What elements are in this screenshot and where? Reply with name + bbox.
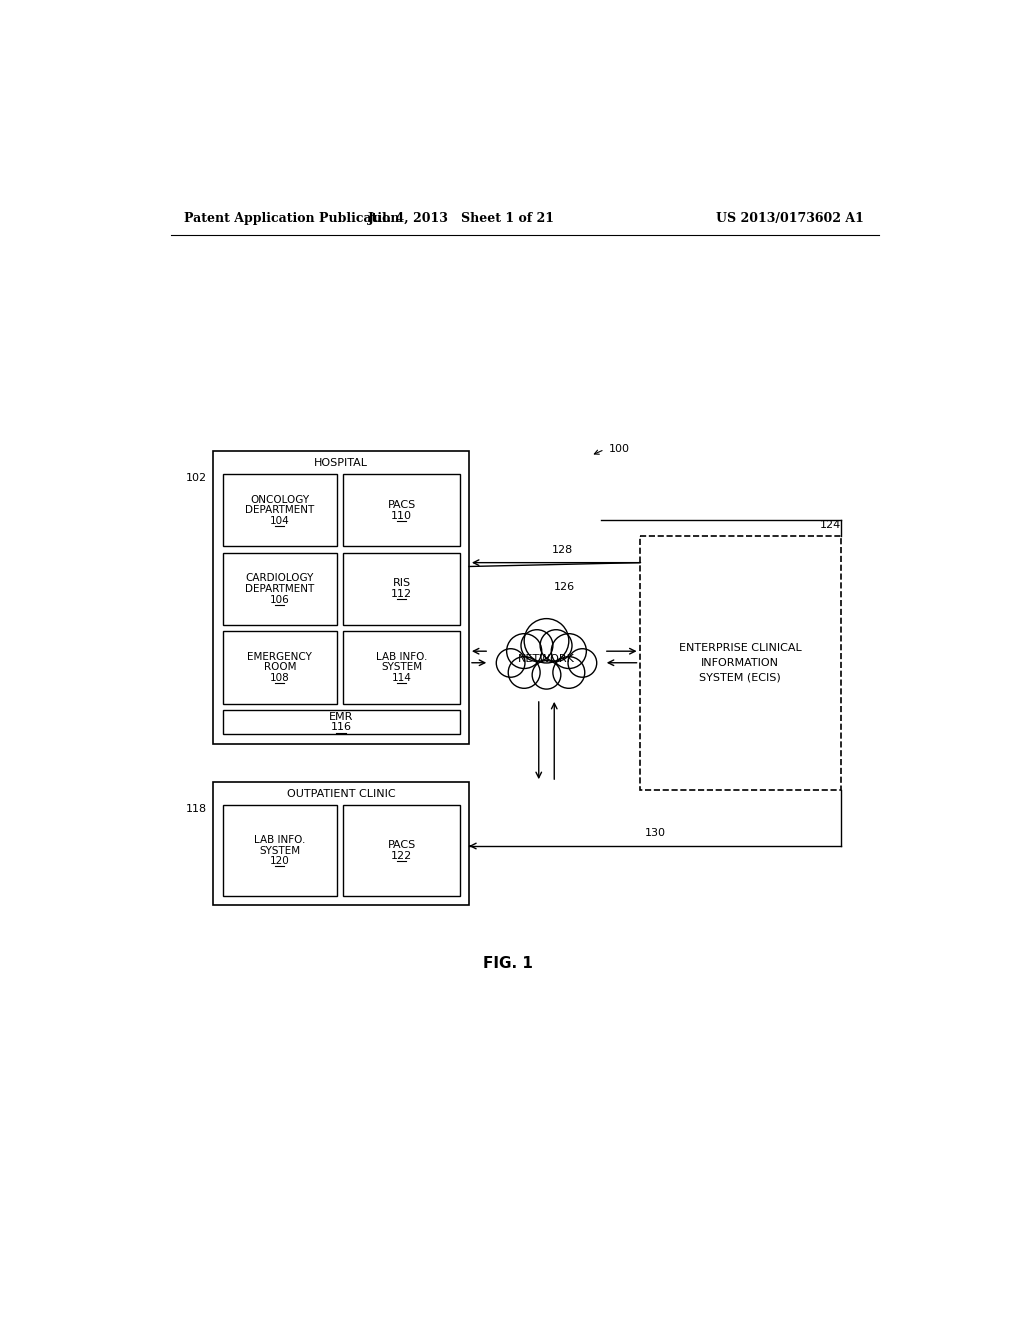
Text: Patent Application Publication: Patent Application Publication [183,213,399,224]
Text: PACS: PACS [387,500,416,510]
Circle shape [497,648,525,677]
Text: NETWORK: NETWORK [518,653,574,664]
Circle shape [508,656,540,688]
Text: 112: 112 [391,589,412,599]
Text: 120: 120 [270,857,290,866]
Text: ENTERPRISE CLINICAL
INFORMATION
SYSTEM (ECIS): ENTERPRISE CLINICAL INFORMATION SYSTEM (… [679,643,802,682]
Text: RIS: RIS [392,578,411,589]
Text: PACS: PACS [387,841,416,850]
Text: 104: 104 [270,516,290,527]
Text: 102: 102 [186,473,207,483]
Text: 118: 118 [186,804,207,814]
Bar [222,805,337,896]
Text: Jul. 4, 2013   Sheet 1 of 21: Jul. 4, 2013 Sheet 1 of 21 [368,213,555,224]
Bar [343,805,460,896]
Circle shape [540,630,572,661]
Circle shape [521,630,553,661]
Text: SYSTEM: SYSTEM [381,663,422,672]
Text: 126: 126 [554,582,575,591]
Text: 106: 106 [270,594,290,605]
Bar [343,631,460,704]
Text: DEPARTMENT: DEPARTMENT [246,583,314,594]
Bar [213,781,469,906]
Circle shape [553,656,585,688]
Text: ONCOLOGY: ONCOLOGY [250,495,309,504]
Text: CARDIOLOGY: CARDIOLOGY [246,573,314,583]
Text: SYSTEM: SYSTEM [259,846,300,855]
Text: 130: 130 [644,829,666,838]
Text: HOSPITAL: HOSPITAL [314,458,368,469]
Text: 128: 128 [551,545,572,554]
Circle shape [532,660,561,689]
Text: ROOM: ROOM [263,663,296,672]
Bar [343,553,460,626]
Bar [213,451,469,743]
Text: US 2013/0173602 A1: US 2013/0173602 A1 [717,213,864,224]
Bar [343,474,460,546]
Text: LAB INFO.: LAB INFO. [254,834,305,845]
Bar [222,710,460,734]
Circle shape [551,634,587,668]
Text: 114: 114 [391,673,412,684]
Text: 108: 108 [270,673,290,684]
Bar [222,474,337,546]
Text: DEPARTMENT: DEPARTMENT [246,506,314,515]
Text: LAB INFO.: LAB INFO. [376,652,427,661]
Circle shape [524,619,568,663]
Text: OUTPATIENT CLINIC: OUTPATIENT CLINIC [287,789,395,800]
Circle shape [507,634,542,668]
Bar [222,631,337,704]
Text: 100: 100 [608,445,630,454]
Text: 122: 122 [391,851,413,861]
Bar [222,553,337,626]
Bar [640,536,841,789]
Text: FIG. 1: FIG. 1 [482,956,532,970]
Text: EMERGENCY: EMERGENCY [248,652,312,661]
Circle shape [568,648,597,677]
Text: EMR: EMR [329,711,353,722]
Text: 124: 124 [820,520,841,529]
Text: 110: 110 [391,511,412,520]
Text: 116: 116 [331,722,351,733]
